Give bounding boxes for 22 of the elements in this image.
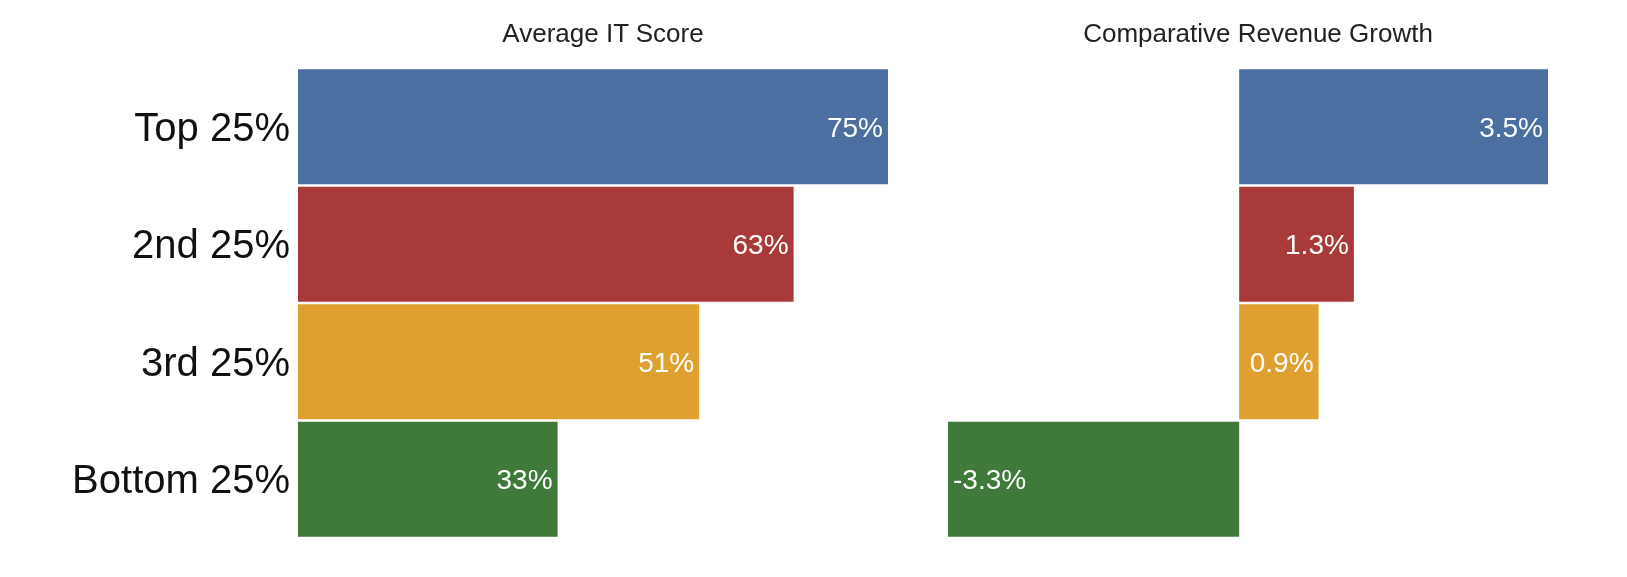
- y-tick-label: 2nd 25%: [132, 222, 290, 267]
- data-label: 63%: [732, 229, 789, 261]
- y-tick-label: Bottom 25%: [72, 457, 290, 502]
- bar: [1239, 304, 1319, 420]
- data-label: 0.9%: [1249, 346, 1314, 378]
- bar: [298, 69, 888, 185]
- bar: [298, 186, 794, 302]
- bar: [1239, 186, 1354, 302]
- y-tick-label: 3rd 25%: [141, 339, 290, 384]
- bar: [948, 421, 1240, 537]
- bar: [298, 304, 700, 420]
- y-tick-label: Top 25%: [134, 104, 290, 149]
- bar: [1239, 69, 1548, 185]
- data-label: 75%: [826, 111, 883, 143]
- data-label: 51%: [638, 346, 695, 378]
- chart-title: Comparative Revenue Growth: [1082, 17, 1434, 50]
- data-label: -3.3%: [953, 464, 1027, 496]
- data-label: 33%: [496, 464, 553, 496]
- chart-title: Average IT Score: [501, 17, 705, 50]
- data-label: 3.5%: [1479, 111, 1543, 143]
- data-label: 1.3%: [1285, 229, 1349, 261]
- bar: [298, 421, 558, 537]
